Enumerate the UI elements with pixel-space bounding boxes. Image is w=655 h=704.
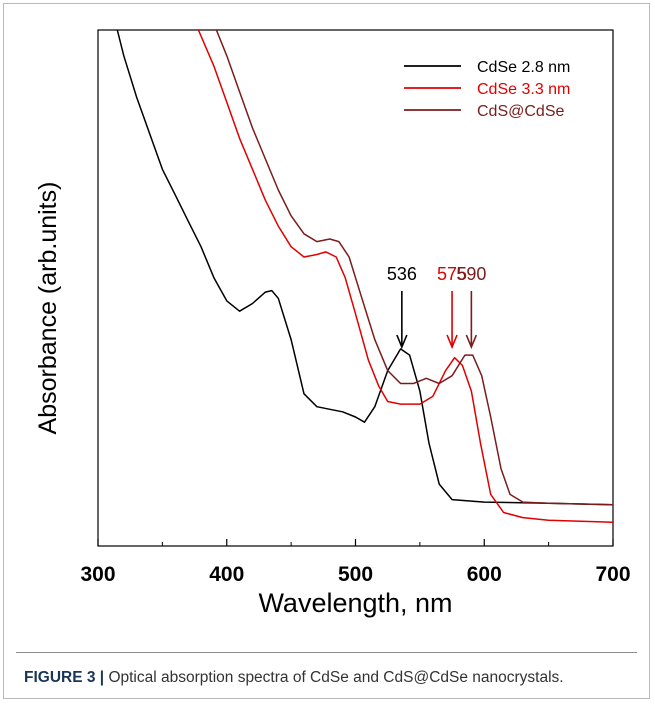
peak-label-590: 590: [456, 264, 486, 284]
x-tick-label-300: 300: [80, 563, 115, 586]
caption-divider: [16, 652, 637, 653]
peak-label-536: 536: [387, 264, 417, 284]
absorption-chart: 300 400 500 600 700 Wavelength, nm Absorbance …: [34, 29, 631, 618]
legend-label-1: CdSe 2.8 nm: [477, 59, 570, 76]
figure-label: FIGURE 3 |: [24, 669, 105, 686]
x-tick-label-600: 600: [467, 563, 502, 586]
peak-arrow-head-590: [465, 334, 478, 350]
series-line-1: [116, 30, 613, 506]
figure-frame: 300 400 500 600 700 Wavelength, nm Absorbance …: [3, 3, 650, 699]
x-tick-label-500: 500: [338, 563, 373, 586]
x-axis-label: Wavelength, nm: [258, 588, 452, 618]
peak-arrow-head-575: [446, 334, 458, 350]
y-axis-label: Absorbance (arb.units): [34, 182, 62, 435]
figure-caption: FIGURE 3 | Optical absorption spectra of…: [24, 669, 564, 687]
x-tick-label-700: 700: [595, 563, 630, 586]
series-line-3: [215, 30, 613, 506]
legend-label-3: CdS@CdSe: [477, 103, 564, 120]
peak-label-575: 575: [437, 264, 467, 284]
caption-text: Optical absorption spectra of CdSe and C…: [108, 669, 564, 686]
series-group: [116, 30, 613, 524]
legend-label-2: CdSe 3.3 nm: [477, 81, 570, 98]
peak-arrow-head-536: [396, 334, 408, 350]
x-tick-label-400: 400: [209, 563, 244, 586]
series-line-2: [197, 30, 613, 524]
